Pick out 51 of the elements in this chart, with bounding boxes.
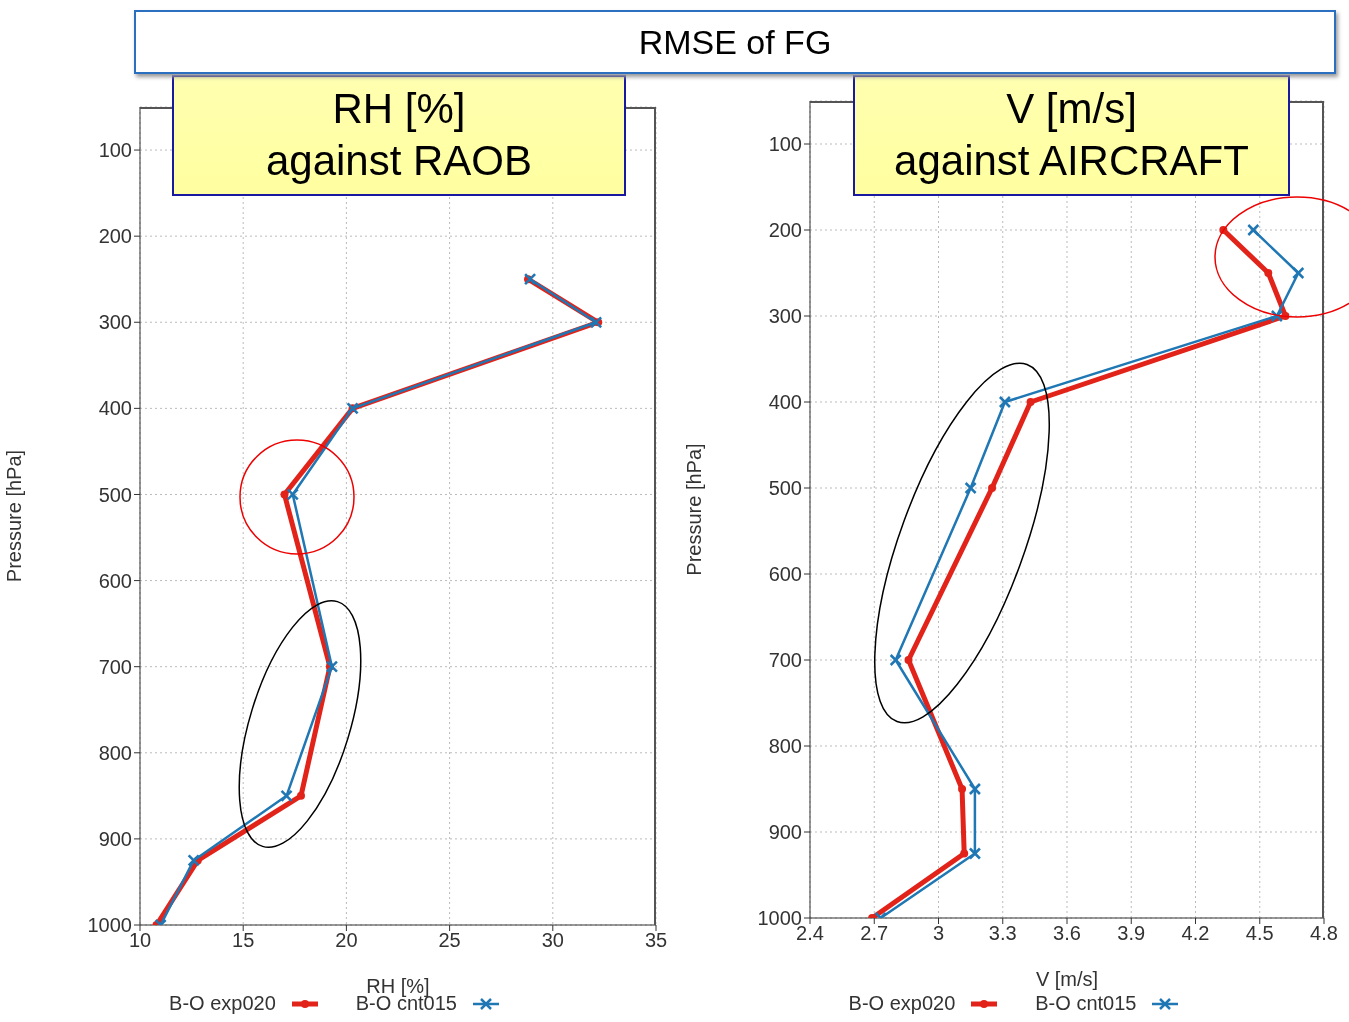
point bbox=[296, 791, 305, 800]
chart-title: RH [%] bbox=[331, 84, 467, 134]
x-tick-label: 3.6 bbox=[1053, 922, 1081, 945]
point bbox=[960, 849, 969, 858]
x-tick-label: 15 bbox=[232, 929, 255, 952]
y-tick-label: 200 bbox=[98, 225, 132, 248]
y-tick-label: 100 bbox=[768, 133, 802, 156]
y-tick-label: 500 bbox=[98, 483, 132, 506]
x-tick-label: 2.7 bbox=[860, 922, 889, 945]
x-tick-label: 20 bbox=[335, 929, 358, 952]
y-tick-label: 400 bbox=[768, 391, 802, 414]
y-tick-label: 800 bbox=[98, 741, 132, 764]
x-tick-label: 30 bbox=[541, 929, 564, 952]
x-tick-label: 4.5 bbox=[1245, 922, 1274, 945]
y-tick-label: 300 bbox=[768, 305, 802, 328]
y-tick-label: 300 bbox=[98, 311, 132, 334]
y-tick-label: 700 bbox=[98, 655, 132, 678]
title-box: RMSE of FG bbox=[134, 10, 1336, 74]
y-tick-label: 600 bbox=[98, 569, 132, 592]
legend-label: B-O exp020 bbox=[169, 992, 276, 1015]
y-tick-label: 500 bbox=[768, 477, 802, 500]
x-axis-title: V [m/s] bbox=[1035, 968, 1099, 990]
y-tick-label: 900 bbox=[768, 821, 802, 844]
x-tick-label: 25 bbox=[438, 929, 461, 952]
x-tick-label: 4.8 bbox=[1310, 922, 1338, 945]
y-tick-label: 1000 bbox=[87, 914, 132, 937]
x-tick-label: 3.9 bbox=[1117, 922, 1146, 945]
title-box: V [m/s] against AIRCRAFT bbox=[853, 75, 1290, 196]
y-tick-label: 200 bbox=[768, 219, 802, 242]
y-axis-title: Pressure [hPa] bbox=[683, 443, 706, 576]
y-tick-label: 100 bbox=[98, 139, 132, 162]
y-tick-label: 400 bbox=[98, 397, 132, 420]
x-tick-label: 4.2 bbox=[1181, 922, 1210, 945]
point bbox=[1264, 269, 1273, 277]
chart-title: V [m/s] bbox=[1005, 84, 1138, 134]
y-tick-label: 900 bbox=[98, 827, 132, 850]
y-tick-label: 800 bbox=[768, 735, 802, 758]
point bbox=[1026, 398, 1035, 406]
title-box: RH [%] against RAOB bbox=[172, 75, 626, 196]
x-tick-label: 35 bbox=[644, 929, 668, 952]
y-tick-label: 700 bbox=[768, 649, 802, 672]
point bbox=[958, 785, 967, 793]
point bbox=[988, 484, 997, 492]
point bbox=[280, 490, 289, 499]
x-tick-label: 3 bbox=[932, 922, 945, 945]
y-tick-label: 600 bbox=[768, 563, 802, 586]
legend-label: B-O exp020 bbox=[848, 992, 956, 1015]
x-tick-label: 3.3 bbox=[988, 922, 1017, 945]
point bbox=[904, 656, 913, 664]
legend-label: B-O cnt015 bbox=[1035, 992, 1137, 1015]
y-axis-title: Pressure [hPa] bbox=[3, 449, 26, 583]
